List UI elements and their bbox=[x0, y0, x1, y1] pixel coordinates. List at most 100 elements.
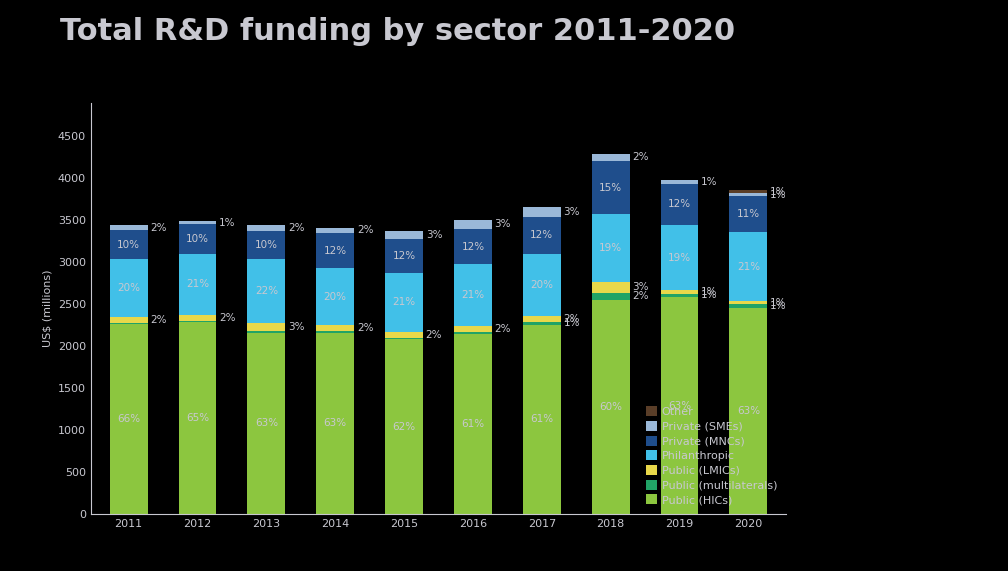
Text: 3%: 3% bbox=[563, 207, 580, 217]
Text: 3%: 3% bbox=[495, 219, 511, 230]
Bar bbox=[523, 254, 560, 316]
Text: 19%: 19% bbox=[599, 243, 622, 254]
Bar bbox=[730, 193, 767, 196]
Text: 21%: 21% bbox=[392, 297, 415, 307]
Text: 62%: 62% bbox=[392, 421, 415, 432]
Bar bbox=[178, 224, 217, 254]
Text: 1%: 1% bbox=[563, 319, 580, 328]
Text: 2%: 2% bbox=[632, 152, 649, 162]
Text: 1%: 1% bbox=[702, 177, 718, 187]
Bar bbox=[454, 220, 492, 229]
Legend: Other, Private (SMEs), Private (MNCs), Philanthropic, Public (LMICs), Public (mu: Other, Private (SMEs), Private (MNCs), P… bbox=[643, 403, 780, 508]
Bar bbox=[730, 301, 767, 304]
Bar bbox=[454, 229, 492, 264]
Bar bbox=[110, 323, 147, 324]
Text: 2%: 2% bbox=[425, 330, 443, 340]
Bar bbox=[385, 273, 423, 332]
Text: 3%: 3% bbox=[425, 230, 443, 240]
Bar bbox=[110, 259, 147, 317]
Text: 61%: 61% bbox=[462, 419, 485, 429]
Text: 2%: 2% bbox=[150, 223, 166, 232]
Text: Total R&D funding by sector 2011-2020: Total R&D funding by sector 2011-2020 bbox=[60, 17, 736, 46]
Text: 2%: 2% bbox=[150, 315, 166, 325]
Bar bbox=[110, 324, 147, 514]
Bar bbox=[454, 327, 492, 332]
Bar bbox=[247, 231, 285, 259]
Bar bbox=[317, 325, 354, 331]
Text: 21%: 21% bbox=[185, 279, 209, 289]
Text: 2%: 2% bbox=[288, 223, 304, 233]
Text: 1%: 1% bbox=[770, 187, 786, 196]
Bar bbox=[592, 154, 630, 161]
Bar bbox=[385, 231, 423, 239]
Text: 10%: 10% bbox=[117, 240, 140, 250]
Bar bbox=[523, 207, 560, 216]
Bar bbox=[660, 225, 699, 290]
Text: 21%: 21% bbox=[737, 262, 760, 272]
Text: 12%: 12% bbox=[462, 242, 485, 252]
Bar bbox=[110, 231, 147, 259]
Text: 2%: 2% bbox=[357, 226, 373, 235]
Bar bbox=[385, 339, 423, 514]
Text: 12%: 12% bbox=[324, 246, 347, 256]
Text: 66%: 66% bbox=[117, 414, 140, 424]
Text: 2%: 2% bbox=[632, 291, 649, 301]
Bar bbox=[730, 196, 767, 232]
Bar bbox=[178, 254, 217, 315]
Bar bbox=[178, 321, 217, 323]
Text: 11%: 11% bbox=[737, 210, 760, 219]
Text: 63%: 63% bbox=[737, 406, 760, 416]
Bar bbox=[660, 184, 699, 225]
Bar bbox=[523, 325, 560, 514]
Text: 60%: 60% bbox=[599, 402, 622, 412]
Text: 63%: 63% bbox=[668, 400, 691, 411]
Text: 1%: 1% bbox=[770, 301, 786, 311]
Bar bbox=[317, 331, 354, 332]
Bar bbox=[523, 216, 560, 254]
Bar bbox=[730, 232, 767, 301]
Text: 2%: 2% bbox=[563, 314, 580, 324]
Bar bbox=[592, 214, 630, 282]
Bar bbox=[247, 331, 285, 332]
Text: 15%: 15% bbox=[599, 183, 622, 192]
Text: 61%: 61% bbox=[530, 415, 553, 424]
Bar bbox=[317, 234, 354, 268]
Bar bbox=[592, 282, 630, 293]
Bar bbox=[660, 297, 699, 514]
Bar bbox=[317, 268, 354, 325]
Bar bbox=[247, 332, 285, 514]
Bar bbox=[454, 333, 492, 514]
Text: 2%: 2% bbox=[495, 324, 511, 334]
Text: 12%: 12% bbox=[392, 251, 415, 261]
Bar bbox=[178, 315, 217, 321]
Text: 10%: 10% bbox=[255, 240, 278, 250]
Bar bbox=[592, 293, 630, 300]
Text: 1%: 1% bbox=[702, 287, 718, 297]
Text: 1%: 1% bbox=[219, 218, 236, 228]
Text: 3%: 3% bbox=[632, 283, 649, 292]
Bar bbox=[110, 317, 147, 323]
Bar bbox=[523, 316, 560, 322]
Bar bbox=[592, 300, 630, 514]
Text: 1%: 1% bbox=[702, 291, 718, 300]
Text: 10%: 10% bbox=[185, 234, 209, 244]
Text: 22%: 22% bbox=[255, 286, 278, 296]
Text: 20%: 20% bbox=[324, 292, 347, 301]
Text: 12%: 12% bbox=[668, 199, 691, 210]
Bar bbox=[730, 190, 767, 193]
Text: 2%: 2% bbox=[357, 323, 373, 333]
Text: 19%: 19% bbox=[668, 252, 691, 263]
Text: 1%: 1% bbox=[770, 298, 786, 308]
Bar bbox=[247, 323, 285, 331]
Bar bbox=[110, 224, 147, 231]
Text: 20%: 20% bbox=[117, 283, 140, 293]
Bar bbox=[317, 228, 354, 234]
Y-axis label: US$ (millions): US$ (millions) bbox=[42, 270, 52, 347]
Bar bbox=[385, 332, 423, 337]
Text: 20%: 20% bbox=[530, 280, 553, 290]
Bar bbox=[454, 332, 492, 333]
Text: 63%: 63% bbox=[255, 418, 278, 428]
Bar bbox=[730, 308, 767, 514]
Bar bbox=[730, 304, 767, 308]
Bar bbox=[385, 337, 423, 339]
